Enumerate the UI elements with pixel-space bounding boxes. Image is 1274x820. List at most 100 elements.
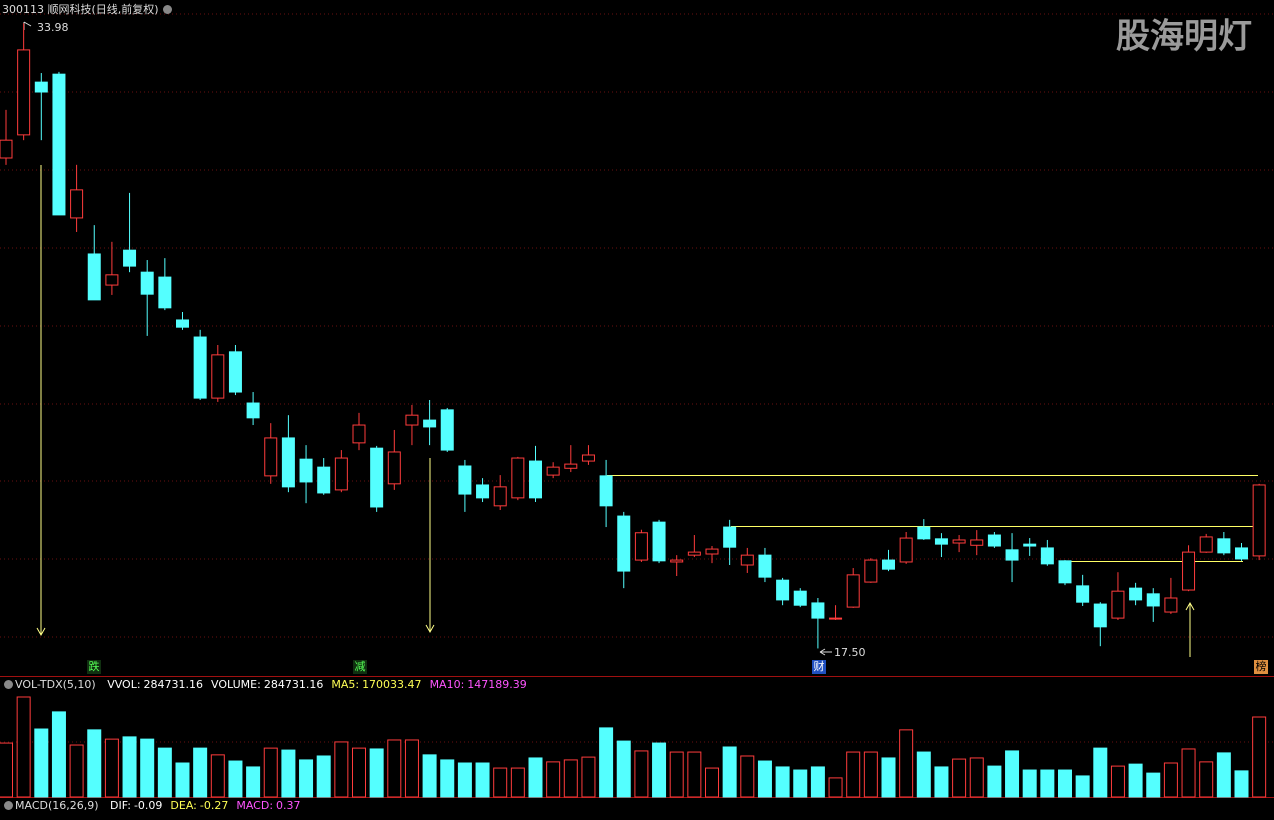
event-marker[interactable]: 跌 [87, 660, 101, 674]
event-marker[interactable]: 减 [353, 660, 367, 674]
volume-bar [952, 758, 967, 798]
volume-bar [210, 754, 225, 798]
volume-bar [228, 760, 243, 798]
legend-label: MA10: [429, 678, 465, 691]
candle-body [776, 579, 790, 601]
volume-bar [1022, 769, 1037, 798]
volume-bar [157, 747, 172, 798]
background-dotted-lines [0, 13, 1274, 743]
candle-body [546, 466, 560, 476]
indicator-name: VOL-TDX(5,10) [15, 678, 96, 691]
legend-value: 0.37 [276, 799, 301, 812]
volume-bar [316, 755, 331, 798]
volume-bar [740, 755, 755, 798]
volume-bar [881, 757, 896, 798]
volume-bar [299, 759, 314, 798]
volume-bar [352, 747, 366, 798]
candle-body [246, 402, 260, 419]
volume-bar [1216, 752, 1231, 798]
candle-body [634, 532, 648, 561]
volume-bar [1252, 716, 1267, 798]
volume-bar [1058, 769, 1072, 798]
candle-body [670, 559, 684, 563]
candle-body [476, 484, 490, 499]
volume-bar [422, 754, 437, 798]
volume-bar [493, 767, 508, 798]
candle-body [934, 538, 948, 545]
candle-body [829, 617, 843, 620]
title-bar: 300113 顺网科技(日线,前复权) [2, 1, 177, 17]
candle-body [687, 551, 701, 556]
volume-bar [387, 739, 402, 798]
legend-label: VOLUME: [211, 678, 261, 691]
volume-bar [546, 761, 561, 798]
level-lines [607, 475, 1258, 562]
candle-body [1199, 536, 1213, 553]
volume-bar [969, 757, 984, 798]
volume-bar [122, 736, 137, 798]
candle-body [493, 486, 507, 507]
volume-bar [1199, 761, 1214, 798]
candle-body [758, 554, 772, 578]
label-pointers [23, 21, 832, 656]
volume-bar [0, 742, 13, 798]
volume-bar [16, 696, 31, 798]
candle-body [811, 602, 825, 619]
candle-body [987, 534, 1001, 547]
volume-bar [1163, 762, 1178, 798]
candle-body [370, 447, 384, 508]
volume-bar [757, 760, 772, 798]
candle-body [1040, 547, 1054, 565]
volume-bar [687, 751, 702, 798]
low-label: 17.50 [834, 646, 866, 659]
volume-bar [1110, 765, 1125, 798]
volume-bar [1005, 750, 1020, 798]
menu-icon[interactable] [4, 680, 13, 689]
volume-bar [599, 727, 614, 798]
candle-body [617, 515, 631, 572]
candle-body [1005, 549, 1019, 561]
volume-bar [810, 766, 825, 798]
candle-body [1182, 551, 1196, 591]
volume-bar [87, 729, 102, 798]
volume-bar [846, 751, 861, 798]
candle-body [882, 559, 895, 570]
volume-bar [528, 757, 543, 798]
volume-bar [457, 762, 472, 798]
menu-icon[interactable] [162, 5, 172, 14]
legend-label: DIF: [110, 799, 131, 812]
event-marker[interactable]: 财 [812, 660, 826, 674]
candle-body [529, 460, 542, 499]
volume-bar [934, 766, 949, 798]
chart-title: 300113 顺网科技(日线,前复权) [2, 3, 159, 16]
candle-body [34, 81, 48, 93]
candle-body [352, 424, 366, 444]
event-marker[interactable]: 榜 [1254, 660, 1268, 674]
volume-bar [440, 759, 455, 798]
candle-body [1058, 560, 1072, 584]
legend-value: 284731.16 [143, 678, 204, 691]
volume-bar [775, 766, 790, 798]
volume-bar [1128, 763, 1143, 798]
volume-bar [669, 751, 684, 798]
candle-body [211, 354, 225, 399]
volume-bar [722, 746, 737, 798]
candle-body [317, 466, 331, 494]
candle-body [1164, 597, 1178, 613]
candle-body [123, 249, 137, 267]
volume-bar [369, 748, 384, 798]
candle-body [387, 451, 401, 485]
legend-value: -0.09 [133, 799, 163, 812]
candle-body [599, 475, 613, 507]
volume-bar [581, 756, 596, 798]
volume-bar [193, 747, 208, 798]
candle-body [864, 559, 878, 583]
volume-bar [1234, 770, 1249, 798]
candle-body [87, 253, 101, 301]
legend-label: DEA: [170, 799, 197, 812]
menu-icon[interactable] [4, 801, 13, 810]
volume-bar [404, 739, 419, 798]
candle-body [564, 463, 578, 469]
legend-label: VVOL: [107, 678, 141, 691]
